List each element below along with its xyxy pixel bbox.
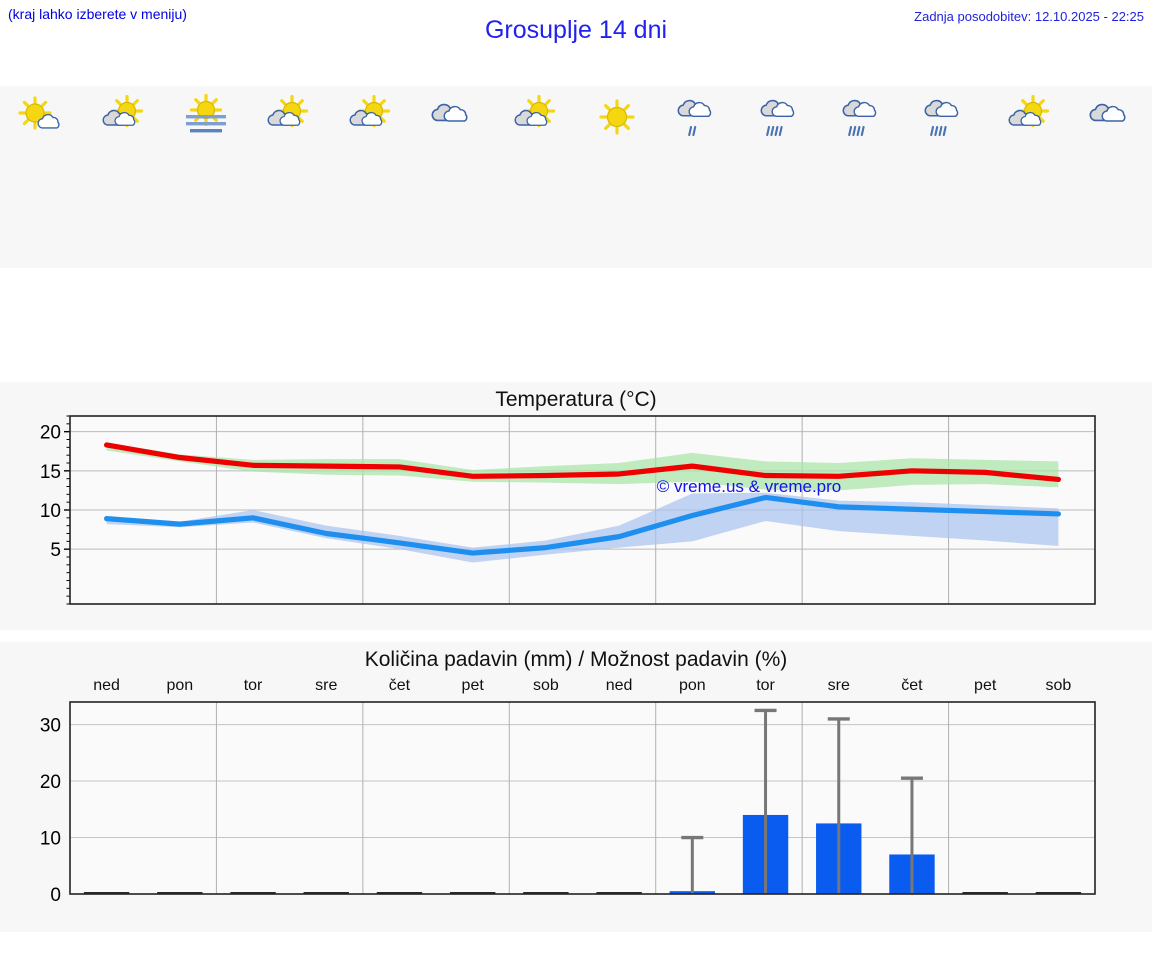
forecast-day-strip xyxy=(0,86,1152,268)
x-axis-day-label: pet xyxy=(462,677,485,694)
x-axis-day-label: pon xyxy=(166,677,193,694)
temperature-line xyxy=(104,494,1061,556)
cloud-rain-icon xyxy=(838,91,890,143)
sun-cloud-icon xyxy=(1003,91,1055,143)
x-axis-day-label: čet xyxy=(389,677,411,694)
sun-cloud-icon xyxy=(509,91,561,143)
y-axis-tick: 10 xyxy=(40,501,61,522)
temperature-chart-title: Temperatura (°C) xyxy=(495,388,657,411)
forecast-day-column[interactable] xyxy=(905,86,987,268)
x-axis-day-label: pet xyxy=(974,677,997,694)
forecast-day-column[interactable] xyxy=(823,86,905,268)
forecast-day-column[interactable] xyxy=(329,86,411,268)
x-axis-day-label: ned xyxy=(93,677,120,694)
page-title: Grosuplje 14 dni xyxy=(484,16,668,44)
temperature-line xyxy=(104,442,1061,483)
sun-cloud-icon xyxy=(97,91,149,143)
precipitation-chart-title: Količina padavin (mm) / Možnost padavin … xyxy=(364,648,788,671)
sun-small-cloud-icon xyxy=(15,91,67,143)
watermark: © vreme.us & vreme.pro xyxy=(657,477,841,496)
temperature-uncertainty-band xyxy=(106,492,1059,563)
y-axis-tick: 30 xyxy=(40,716,61,737)
x-axis-day-label: sre xyxy=(315,677,337,694)
forecast-day-column[interactable] xyxy=(987,86,1069,268)
x-axis-day-label: sob xyxy=(1045,677,1071,694)
precipitation-bar xyxy=(303,892,349,894)
sun-cloud-icon xyxy=(262,91,314,143)
x-axis-day-label: ned xyxy=(606,677,633,694)
forecast-day-column[interactable] xyxy=(411,86,493,268)
sun-icon xyxy=(591,91,643,143)
forecast-day-column[interactable] xyxy=(494,86,576,268)
last-updated: Zadnja posodobitev: 12.10.2025 - 22:25 xyxy=(914,9,1144,24)
cloud-icon xyxy=(1085,91,1137,143)
forecast-day-column[interactable] xyxy=(576,86,658,268)
bottom-filler xyxy=(0,932,1152,975)
precipitation-bar xyxy=(376,892,423,894)
x-axis-day-label: pon xyxy=(679,677,706,694)
forecast-day-column[interactable] xyxy=(741,86,823,268)
menu-hint: (kraj lahko izberete v meniju) xyxy=(8,6,187,22)
forecast-day-column[interactable] xyxy=(1070,86,1152,268)
precipitation-chart-panel: Količina padavin (mm) / Možnost padavin … xyxy=(0,642,1152,932)
cloud-icon xyxy=(427,91,479,143)
y-axis-tick: 10 xyxy=(40,829,61,850)
x-axis-day-label: tor xyxy=(756,677,775,694)
y-axis-tick: 15 xyxy=(40,462,61,483)
cloud-light-rain-icon xyxy=(673,91,725,143)
forecast-day-column[interactable] xyxy=(82,86,164,268)
fog-sun-icon xyxy=(180,91,232,143)
precipitation-chart-svg: ned pon tor sre čet pet sob ned pon tor sre čet pet s… xyxy=(40,677,1096,906)
x-axis-day-label: sob xyxy=(533,677,559,694)
temperature-chart-panel: Temperatura (°C) 5 10 15 20 © vreme.us & vre… xyxy=(0,382,1152,630)
forecast-day-column[interactable] xyxy=(658,86,740,268)
x-axis-day-label: tor xyxy=(244,677,263,694)
page-header: (kraj lahko izberete v meniju) Grosuplje… xyxy=(0,0,1152,62)
forecast-day-column[interactable] xyxy=(0,86,82,268)
sun-cloud-icon xyxy=(344,91,396,143)
precipitation-bar xyxy=(449,892,496,894)
precipitation-bar xyxy=(230,892,276,894)
forecast-day-column[interactable] xyxy=(165,86,247,268)
y-axis-tick: 5 xyxy=(50,540,61,561)
temperature-chart-svg: 5 10 15 20 © vreme.us & vreme.pro xyxy=(40,415,1096,605)
x-axis-day-label: sre xyxy=(828,677,850,694)
x-axis-day-label: čet xyxy=(901,677,923,694)
y-axis-tick: 20 xyxy=(40,772,61,793)
precipitation-bar xyxy=(962,892,1008,894)
y-axis-tick: 0 xyxy=(50,885,61,906)
forecast-day-column[interactable] xyxy=(247,86,329,268)
cloud-rain-icon xyxy=(920,91,972,143)
cloud-rain-icon xyxy=(756,91,808,143)
precipitation-bar xyxy=(157,892,203,894)
precipitation-bar xyxy=(523,892,569,894)
y-axis-tick: 20 xyxy=(40,423,61,444)
precipitation-bar xyxy=(1035,892,1082,894)
precipitation-bar xyxy=(596,892,642,894)
precipitation-bar xyxy=(83,892,130,894)
